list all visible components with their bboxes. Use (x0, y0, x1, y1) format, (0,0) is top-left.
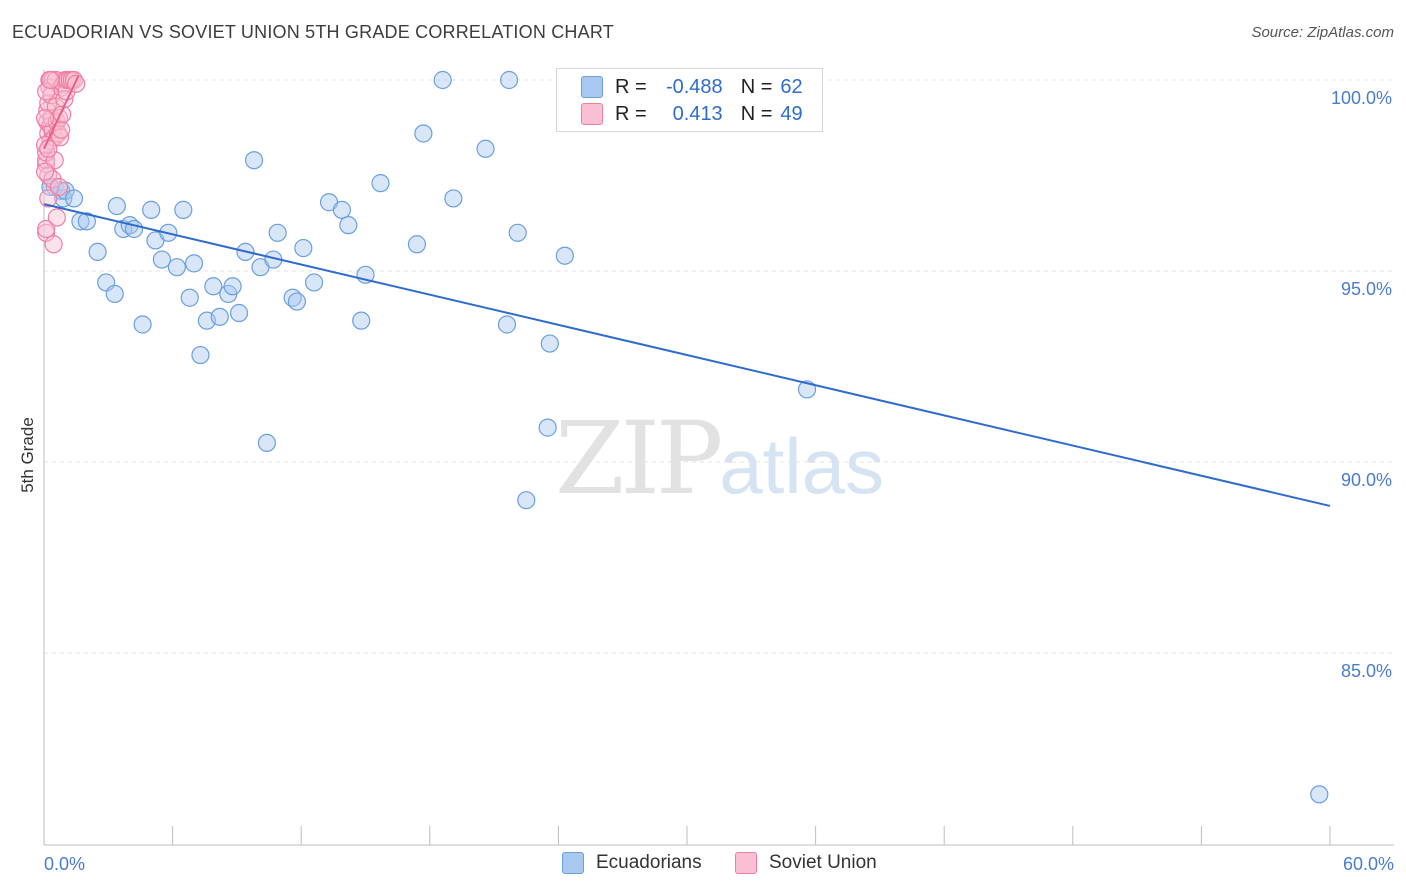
legend-n-label: N = (740, 102, 773, 125)
ecuadorian-point (167, 258, 186, 277)
ecuadorian-point (142, 200, 161, 219)
legend-box: R = -0.488 N = 62 R = 0.413 N = 49 (556, 68, 823, 132)
ecuadorian-point (107, 196, 126, 216)
ecuadorian-point (500, 70, 519, 90)
bottom-legend-swatch-soviet-union (735, 852, 757, 874)
soviet-union-trend-line (43, 75, 80, 150)
legend-r-label: R = (615, 102, 647, 125)
ecuadorian-point (152, 250, 171, 269)
ecuadorian-point (180, 288, 199, 307)
source-credit: Source: ZipAtlas.com (1251, 24, 1394, 41)
soviet-union-point (41, 70, 60, 90)
legend-row-soviet-union: R = 0.413 N = 49 (581, 101, 803, 127)
ecuadorian-point (407, 235, 427, 254)
watermark-atlas: atlas (719, 422, 885, 510)
y-tick-label: 85.0% (1341, 661, 1392, 681)
y-tick-label: 90.0% (1341, 470, 1392, 490)
bottom-legend-ecuadorians: Ecuadorians (562, 852, 702, 874)
ecuadorian-point (133, 315, 152, 334)
ecuadorian-point (294, 238, 313, 258)
soviet-union-point (67, 74, 86, 93)
ecuadorian-point (204, 277, 223, 296)
legend-r-value: -0.488 (665, 75, 723, 98)
legend-n-value: 62 (780, 75, 803, 98)
ecuadorian-point (88, 242, 107, 261)
soviet-union-point (43, 170, 62, 189)
ecuadorian-point (540, 334, 559, 353)
soviet-union-point (49, 177, 69, 197)
ecuadorian-point (210, 307, 229, 326)
legend-swatch-ecuadorians (581, 76, 603, 98)
watermark: ZIPatlas (555, 400, 884, 517)
ecuadorian-point (332, 200, 352, 219)
legend-r-value: 0.413 (667, 102, 723, 125)
ecuadorian-point (304, 273, 324, 292)
ecuadorian-point (517, 491, 536, 510)
soviet-union-point (37, 219, 56, 239)
ecuadorian-point (229, 303, 249, 323)
legend-n-value: 49 (780, 102, 803, 125)
legend-swatch-soviet-union (581, 103, 603, 125)
soviet-union-point (35, 109, 55, 128)
ecuadorian-point (538, 418, 557, 437)
ecuadorian-point (287, 292, 307, 311)
legend-r-label: R = (615, 75, 647, 98)
legend-n-label: N = (740, 75, 773, 98)
soviet-union-point (47, 208, 66, 227)
ecuadorian-point (371, 174, 390, 193)
x-tick-label: 60.0% (1343, 854, 1394, 874)
ecuadorian-point (77, 212, 96, 231)
y-tick-label: 100.0% (1331, 88, 1392, 108)
soviet-union-point (37, 82, 56, 101)
soviet-union-point (44, 235, 63, 254)
ecuadorian-point (476, 139, 495, 158)
watermark-zip: ZIP (555, 400, 723, 517)
chart-title: ECUADORIAN VS SOVIET UNION 5TH GRADE COR… (12, 22, 614, 42)
ecuadorian-point (191, 345, 210, 365)
ecuadorian-point (1310, 785, 1329, 804)
ecuadorian-point (184, 254, 204, 273)
bottom-legend-label: Soviet Union (769, 852, 877, 873)
ecuadorian-point (223, 277, 242, 296)
ecuadorian-point (414, 124, 433, 143)
ecuadorian-point (433, 70, 452, 90)
ecuadorian-point (174, 200, 193, 219)
ecuadorian-point (352, 311, 371, 330)
soviet-union-point (39, 139, 58, 158)
ecuadorian-point (444, 189, 463, 208)
ecuadorian-point (508, 223, 527, 242)
soviet-union-point (50, 128, 70, 147)
ecuadorian-point (268, 223, 287, 242)
ecuadorian-point (497, 315, 517, 334)
bottom-legend-label: Ecuadorians (596, 852, 702, 873)
legend-row-ecuadorians: R = -0.488 N = 62 (581, 74, 803, 100)
soviet-union-point (39, 189, 58, 208)
ecuadorian-point (244, 151, 264, 170)
bottom-legend-swatch-ecuadorians (562, 852, 584, 874)
bottom-legend-soviet-union: Soviet Union (735, 852, 877, 874)
x-tick-label: 0.0% (44, 854, 85, 874)
soviet-union-point (35, 162, 55, 181)
ecuadorian-point (555, 246, 574, 265)
ecuadorian-trend-line (43, 203, 1331, 507)
ecuadorian-point (105, 284, 124, 304)
y-tick-label: 95.0% (1341, 279, 1392, 299)
ecuadorian-point (339, 216, 358, 235)
ecuadorian-point (64, 189, 84, 208)
ecuadorian-point (257, 433, 277, 452)
